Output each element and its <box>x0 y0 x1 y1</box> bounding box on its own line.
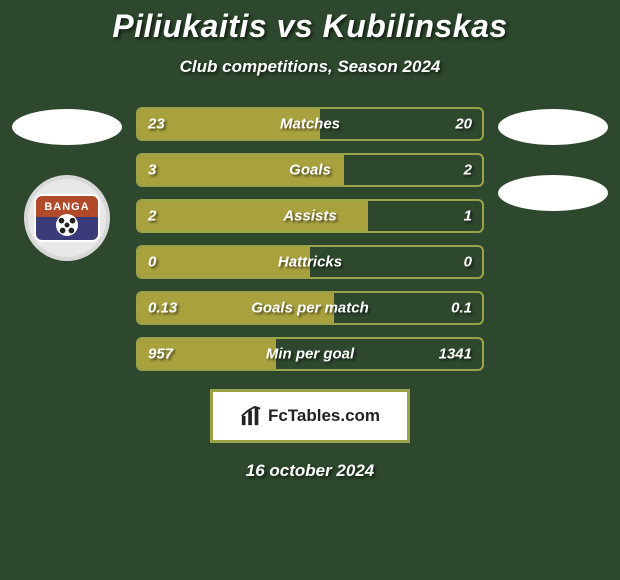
stat-label: Min per goal <box>266 346 354 363</box>
stat-right-value: 1341 <box>439 346 472 363</box>
stat-left-value: 3 <box>148 162 156 179</box>
right-column <box>498 107 608 211</box>
page-title: Piliukaitis vs Kubilinskas <box>0 8 620 45</box>
content-wrap: Piliukaitis vs Kubilinskas Club competit… <box>0 0 620 580</box>
stat-label: Goals per match <box>251 300 369 317</box>
stat-right-value: 0.1 <box>451 300 472 317</box>
right-club-ellipse <box>498 175 608 211</box>
right-player-ellipse <box>498 109 608 145</box>
stat-row: 23 Matches 20 <box>136 107 484 141</box>
brand-box[interactable]: FcTables.com <box>210 389 410 443</box>
left-column: BANGA <box>12 107 122 261</box>
stat-right-value: 2 <box>464 162 472 179</box>
subtitle: Club competitions, Season 2024 <box>0 57 620 77</box>
stat-left-value: 23 <box>148 116 165 133</box>
left-player-ellipse <box>12 109 122 145</box>
left-club-badge: BANGA <box>24 175 110 261</box>
stat-left-value: 0.13 <box>148 300 177 317</box>
badge-text: BANGA <box>44 201 89 213</box>
chart-icon <box>240 405 262 427</box>
stat-row: 957 Min per goal 1341 <box>136 337 484 371</box>
soccer-ball-icon <box>56 214 78 236</box>
stat-left-value: 957 <box>148 346 173 363</box>
stat-label: Matches <box>280 116 340 133</box>
stat-right-value: 1 <box>464 208 472 225</box>
brand-label: FcTables.com <box>268 406 380 426</box>
stat-row: 3 Goals 2 <box>136 153 484 187</box>
stats-container: 23 Matches 20 3 Goals 2 2 Assists 1 0 Hattricks 0 0.… <box>136 107 484 371</box>
stat-row: 0.13 Goals per match 0.1 <box>136 291 484 325</box>
stat-label: Assists <box>283 208 336 225</box>
stat-left-value: 2 <box>148 208 156 225</box>
stat-left-value: 0 <box>148 254 156 271</box>
stat-label: Goals <box>289 162 331 179</box>
stat-label: Hattricks <box>278 254 342 271</box>
date-label: 16 october 2024 <box>0 461 620 481</box>
stat-row: 2 Assists 1 <box>136 199 484 233</box>
stat-right-value: 0 <box>464 254 472 271</box>
main-row: BANGA 23 Matches 20 3 Goals 2 2 Assists 1 0 Hattri… <box>0 107 620 371</box>
stat-right-value: 20 <box>455 116 472 133</box>
stat-row: 0 Hattricks 0 <box>136 245 484 279</box>
badge-inner: BANGA <box>34 194 100 242</box>
